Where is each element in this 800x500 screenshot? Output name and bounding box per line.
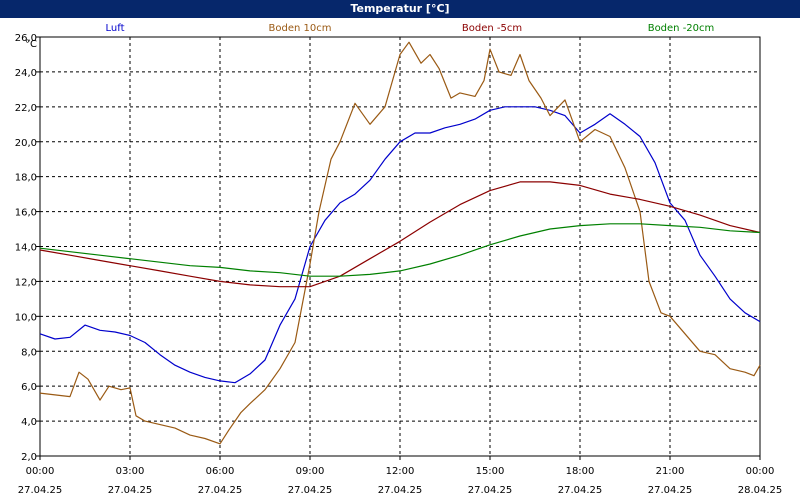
legend-entry: Boden 10cm bbox=[269, 23, 332, 34]
legend-entry: Boden -5cm bbox=[462, 23, 522, 34]
y-tick-label: 14,0 bbox=[15, 243, 37, 254]
x-tick-time: 18:00 bbox=[566, 466, 595, 477]
series-line-0 bbox=[39, 106, 761, 384]
y-tick-label: 12,0 bbox=[15, 277, 37, 288]
y-tick-label: 2,0 bbox=[21, 452, 37, 463]
x-tick-date: 27.04.25 bbox=[198, 485, 243, 496]
x-tick-date: 27.04.25 bbox=[378, 485, 423, 496]
y-tick-label: 4,0 bbox=[21, 417, 37, 428]
x-tick-date: 27.04.25 bbox=[648, 485, 693, 496]
x-tick-time: 00:00 bbox=[746, 466, 775, 477]
y-tick-label: 16,0 bbox=[15, 208, 37, 219]
y-tick-label: 22,0 bbox=[15, 103, 37, 114]
x-tick-date: 27.04.25 bbox=[288, 485, 333, 496]
y-tick-label: 20,0 bbox=[15, 138, 37, 149]
x-tick-time: 15:00 bbox=[476, 466, 505, 477]
y-tick-label: 24,0 bbox=[15, 68, 37, 79]
series-line-1 bbox=[39, 41, 761, 445]
window-title: Temperatur [°C] bbox=[0, 0, 800, 18]
legend-entry: Luft bbox=[106, 23, 125, 34]
x-tick-date: 27.04.25 bbox=[558, 485, 603, 496]
series-line-2 bbox=[39, 181, 761, 288]
x-tick-date: 27.04.25 bbox=[468, 485, 513, 496]
x-tick-time: 00:00 bbox=[26, 466, 55, 477]
x-tick-date: 28.04.25 bbox=[738, 485, 783, 496]
temperature-chart: 2,0 4,0 6,0 8,0 10,0 12,0 14,0 16,0 18,0 20,0 22,0… bbox=[15, 23, 783, 496]
legend-entry: Boden -20cm bbox=[648, 23, 715, 34]
y-tick-label: 10,0 bbox=[15, 312, 37, 323]
x-tick-time: 09:00 bbox=[296, 466, 325, 477]
y-tick-label: 26,0 bbox=[15, 33, 37, 44]
y-tick-label: 8,0 bbox=[21, 347, 37, 358]
x-tick-time: 12:00 bbox=[386, 466, 415, 477]
x-tick-date: 27.04.25 bbox=[18, 485, 63, 496]
x-tick-time: 21:00 bbox=[656, 466, 685, 477]
x-tick-time: 06:00 bbox=[206, 466, 235, 477]
x-tick-date: 27.04.25 bbox=[108, 485, 153, 496]
y-tick-label: 6,0 bbox=[21, 382, 37, 393]
x-tick-time: 03:00 bbox=[116, 466, 145, 477]
series-line-3 bbox=[39, 223, 761, 277]
y-tick-label: 18,0 bbox=[15, 173, 37, 184]
y-axis-unit: °C bbox=[25, 39, 37, 50]
